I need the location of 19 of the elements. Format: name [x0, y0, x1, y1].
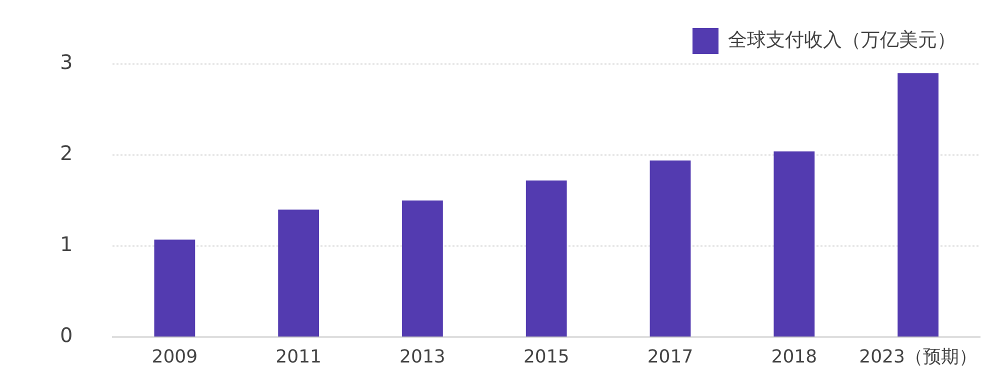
y-tick-label: 1 [60, 232, 73, 256]
y-tick-label: 3 [60, 50, 73, 74]
x-tick-label: 2017 [647, 346, 694, 368]
x-tick-label: 2009 [152, 346, 198, 368]
legend-label: 全球支付收入（万亿美元） [728, 28, 956, 51]
y-tick-label: 0 [60, 323, 73, 348]
x-tick-label: 2011 [276, 346, 322, 368]
bar [650, 160, 691, 336]
x-tick-label: 2018 [771, 346, 818, 368]
x-tick-label: 2015 [523, 346, 570, 368]
bar [278, 210, 320, 336]
bar [774, 151, 815, 336]
bar [154, 240, 196, 336]
bar [402, 200, 443, 336]
y-tick-label: 2 [60, 141, 73, 166]
x-tick-label: 2023（预期） [859, 346, 977, 368]
bar [526, 180, 567, 336]
x-tick-label: 2013 [400, 346, 446, 368]
bar [898, 73, 938, 336]
